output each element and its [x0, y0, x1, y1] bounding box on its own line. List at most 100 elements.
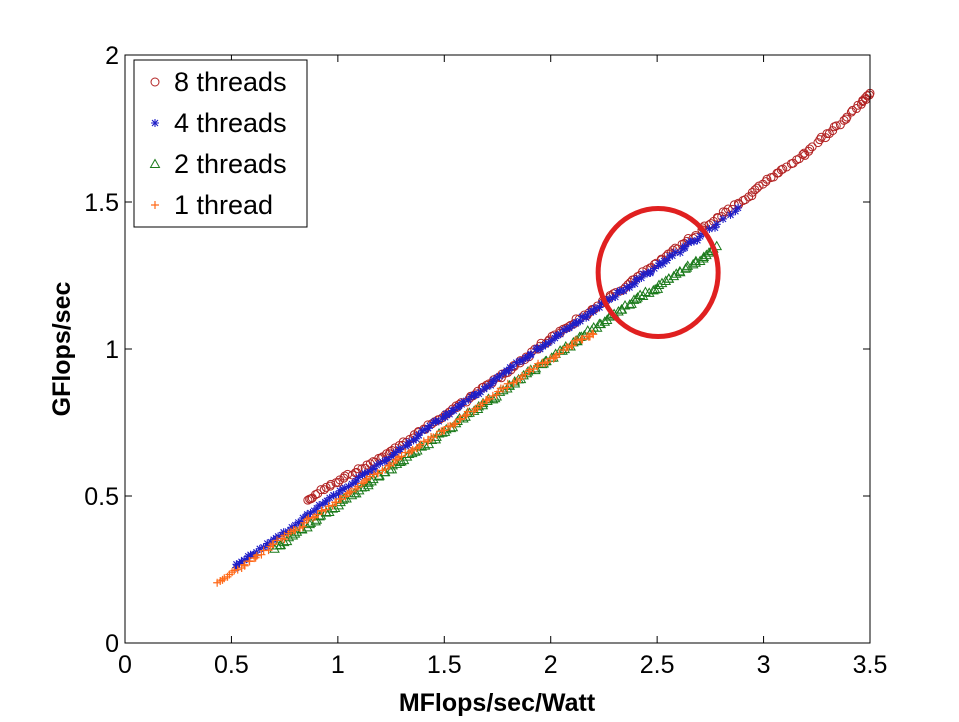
data-point [347, 480, 356, 489]
data-point [274, 532, 283, 541]
x-tick-label: 0 [118, 651, 132, 679]
data-point [384, 461, 393, 470]
data-point [401, 442, 410, 451]
data-point [441, 413, 450, 422]
data-point [658, 259, 667, 268]
data-point [397, 452, 406, 461]
data-point [568, 321, 577, 330]
data-point [353, 482, 362, 491]
data-point [554, 331, 563, 339]
data-point [454, 402, 463, 411]
data-point [298, 513, 307, 522]
legend-label: 1 thread [174, 190, 273, 220]
data-point [630, 279, 639, 288]
data-point [280, 531, 289, 540]
data-point [315, 501, 324, 510]
data-point [628, 280, 637, 289]
data-point [524, 367, 533, 376]
legend-box [133, 59, 308, 228]
data-point [245, 557, 254, 566]
data-point [690, 257, 701, 267]
data-point [409, 436, 418, 445]
legend-marker [149, 158, 161, 168]
x-tick-label: 2.5 [640, 651, 675, 679]
data-point [287, 523, 296, 532]
data-point [230, 566, 239, 575]
data-point [572, 336, 581, 345]
data-point [471, 390, 480, 399]
data-point [309, 513, 318, 522]
data-point [595, 303, 604, 312]
data-point [632, 274, 641, 283]
data-point [518, 372, 527, 381]
data-point [438, 414, 447, 423]
data-point [697, 253, 709, 263]
points-layer [213, 88, 875, 587]
data-point [483, 396, 492, 405]
x-tick-label: 3.5 [853, 651, 888, 679]
data-point [533, 343, 542, 352]
data-point [583, 311, 592, 320]
data-point [383, 455, 392, 464]
data-point [329, 491, 338, 500]
data-point [563, 324, 572, 333]
data-point [351, 477, 360, 486]
data-point [240, 560, 249, 569]
data-point [303, 510, 312, 519]
data-point [434, 417, 443, 426]
data-point [341, 493, 352, 503]
data-point [611, 292, 620, 301]
data-point [525, 365, 534, 374]
data-point [599, 316, 611, 326]
data-point [518, 356, 527, 365]
data-point [815, 135, 825, 145]
data-point [233, 565, 242, 574]
data-point [805, 144, 815, 154]
data-point [372, 461, 381, 470]
data-point [351, 478, 360, 487]
data-point [822, 129, 832, 139]
data-point [449, 406, 458, 415]
data-point [408, 445, 417, 454]
legend-entry: 8 threads [150, 67, 287, 97]
data-point [255, 544, 264, 553]
data-point [344, 482, 353, 491]
data-point [680, 242, 689, 251]
data-point [321, 482, 331, 492]
data-point [504, 366, 513, 375]
data-point [676, 248, 685, 257]
data-point [508, 362, 517, 371]
data-point [670, 268, 682, 278]
y-tick-label: 1 [105, 336, 119, 364]
x-tick-label: 2 [544, 651, 558, 679]
legend: 8 threads 4 threads 2 threads 1 thread [133, 59, 308, 228]
data-point [373, 469, 382, 478]
data-point [486, 381, 495, 390]
data-point [563, 343, 572, 352]
data-point [346, 487, 355, 496]
data-point [589, 307, 598, 316]
x-tick-label: 1.5 [427, 651, 462, 679]
data-point [325, 493, 334, 502]
data-point [660, 275, 672, 285]
data-point [568, 341, 577, 350]
data-point [302, 515, 311, 524]
data-point [337, 494, 346, 503]
data-point [232, 560, 241, 569]
data-point [654, 261, 663, 270]
data-point [376, 459, 385, 468]
data-point [824, 129, 834, 139]
data-point [455, 415, 464, 424]
data-point [576, 317, 585, 326]
data-point [488, 391, 497, 400]
data-point [362, 476, 371, 485]
data-point [335, 486, 344, 495]
series-1-thread [213, 329, 598, 587]
data-point [382, 456, 391, 465]
data-point [445, 410, 454, 419]
data-point [588, 329, 597, 338]
data-point [467, 392, 476, 401]
data-point [317, 507, 326, 516]
y-tick-label: 1.5 [84, 189, 119, 217]
data-point [418, 426, 427, 435]
